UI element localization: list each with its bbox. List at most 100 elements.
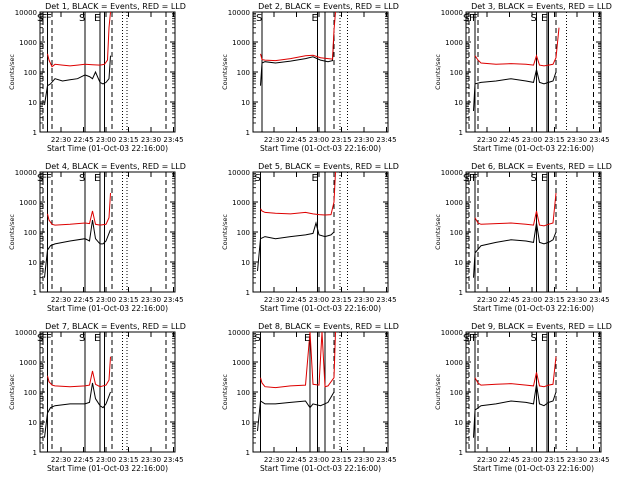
x-tick-label: 23:45: [589, 456, 609, 464]
y-tick-label: 1: [33, 449, 37, 457]
x-axis-label: Start Time (01-Oct-03 22:16:00): [260, 464, 381, 473]
chart-title: Det 2, BLACK = Events, RED = LLD: [258, 2, 399, 11]
event-marker-label: E: [94, 333, 100, 344]
y-tick-label: 1: [33, 289, 37, 297]
y-tick-label: 10000: [15, 9, 37, 17]
chart-title: Det 9, BLACK = Events, RED = LLD: [471, 322, 612, 331]
plot-frame: [39, 331, 176, 453]
y-tick-label: 10: [454, 419, 463, 427]
y-tick-label: 10: [28, 99, 37, 107]
plot-frame: [465, 11, 602, 133]
y-axis-label: Counts/sec: [434, 374, 442, 410]
y-axis-label: Counts/sec: [8, 374, 16, 410]
series-lld-line: [47, 356, 111, 388]
x-tick-label: 23:45: [163, 456, 183, 464]
x-tick-label: 23:00: [522, 296, 542, 304]
y-tick-label: 10000: [228, 9, 250, 17]
event-marker-label: S: [531, 333, 537, 344]
plot-frame: [465, 331, 602, 453]
event-marker-label: E: [312, 13, 318, 24]
x-tick-label: 23:15: [331, 136, 351, 144]
y-tick-label: 1000: [232, 199, 250, 207]
series-lld-line: [260, 171, 336, 216]
event-marker-label: F: [469, 333, 475, 344]
chart-panel: Det 9, BLACK = Events, RED = LLD 1 10 100 10…: [434, 322, 612, 473]
x-tick-label: 23:30: [141, 456, 161, 464]
y-tick-label: 1: [246, 289, 250, 297]
y-tick-label: 10000: [15, 169, 37, 177]
event-marker-label: S: [255, 333, 261, 344]
x-axis-label: Start Time (01-Oct-03 22:16:00): [47, 144, 168, 153]
x-tick-label: 23:45: [163, 136, 183, 144]
x-tick-label: 22:45: [286, 296, 306, 304]
x-tick-label: 22:45: [286, 456, 306, 464]
x-tick-label: 22:30: [51, 296, 71, 304]
event-marker-label: E: [94, 13, 100, 24]
x-tick-label: 22:45: [73, 136, 93, 144]
x-tick-label: 23:45: [376, 456, 396, 464]
x-tick-label: 23:30: [567, 456, 587, 464]
plot-frame: [39, 171, 176, 293]
y-tick-label: 1: [459, 289, 463, 297]
y-tick-label: 100: [24, 389, 37, 397]
event-marker-label: F: [46, 13, 52, 24]
x-tick-label: 22:45: [73, 296, 93, 304]
event-marker-label: S: [255, 173, 261, 184]
y-tick-label: 1: [33, 129, 37, 137]
y-tick-label: 1000: [19, 39, 37, 47]
x-tick-label: 23:15: [544, 296, 564, 304]
series-events-line: [473, 384, 557, 438]
event-marker-label: F: [472, 173, 478, 184]
y-tick-label: 100: [450, 389, 463, 397]
y-tick-label: 10: [241, 259, 250, 267]
event-marker-label: S: [79, 13, 85, 24]
y-tick-label: 1000: [445, 359, 463, 367]
event-marker-label: S: [79, 173, 85, 184]
chart-panel: Det 1, BLACK = Events, RED = LLD 1 10 100 10…: [8, 2, 186, 153]
x-axis-label: Start Time (01-Oct-03 22:16:00): [47, 304, 168, 313]
x-axis-label: Start Time (01-Oct-03 22:16:00): [47, 464, 168, 473]
x-axis-label: Start Time (01-Oct-03 22:16:00): [473, 144, 594, 153]
x-tick-label: 22:45: [499, 136, 519, 144]
chart-panel: Det 7, BLACK = Events, RED = LLD 1 10 100 10…: [8, 322, 186, 473]
plot-frame: [252, 171, 389, 293]
event-marker-label: S: [531, 173, 537, 184]
y-tick-label: 1000: [232, 39, 250, 47]
x-tick-label: 23:15: [331, 296, 351, 304]
x-axis-label: Start Time (01-Oct-03 22:16:00): [473, 464, 594, 473]
y-tick-label: 100: [450, 69, 463, 77]
plot-frame: [465, 171, 602, 293]
event-marker-label: F: [42, 13, 48, 24]
x-tick-label: 22:30: [477, 136, 497, 144]
y-tick-label: 100: [237, 69, 250, 77]
x-tick-label: 23:00: [309, 456, 329, 464]
chart-panel: Det 3, BLACK = Events, RED = LLD 1 10 100 10…: [434, 2, 612, 153]
y-tick-label: 1000: [445, 39, 463, 47]
y-tick-label: 10000: [441, 9, 463, 17]
y-tick-label: 1: [459, 449, 463, 457]
chart-panel: Det 8, BLACK = Events, RED = LLD 1 10 100 10…: [221, 322, 399, 473]
y-tick-label: 1000: [19, 199, 37, 207]
chart-title: Det 1, BLACK = Events, RED = LLD: [45, 2, 186, 11]
series-events-line: [257, 221, 335, 272]
y-tick-label: 10000: [228, 169, 250, 177]
x-tick-label: 22:30: [51, 136, 71, 144]
y-tick-label: 1000: [19, 359, 37, 367]
x-tick-label: 23:00: [96, 136, 116, 144]
y-tick-label: 10: [454, 259, 463, 267]
event-marker-label: F: [46, 173, 52, 184]
series-lld-line: [474, 192, 557, 227]
event-marker-label: E: [312, 173, 318, 184]
y-tick-label: 1000: [445, 199, 463, 207]
event-marker-label: E: [94, 173, 100, 184]
plot-frame: [252, 11, 389, 133]
x-tick-label: 23:00: [96, 456, 116, 464]
x-tick-label: 22:45: [73, 456, 93, 464]
event-marker-label: S: [531, 13, 537, 24]
y-tick-label: 10000: [441, 169, 463, 177]
event-marker-label: E: [541, 333, 547, 344]
y-tick-label: 10: [28, 419, 37, 427]
x-tick-label: 23:30: [354, 296, 374, 304]
x-tick-label: 23:30: [354, 456, 374, 464]
y-tick-label: 10: [241, 99, 250, 107]
